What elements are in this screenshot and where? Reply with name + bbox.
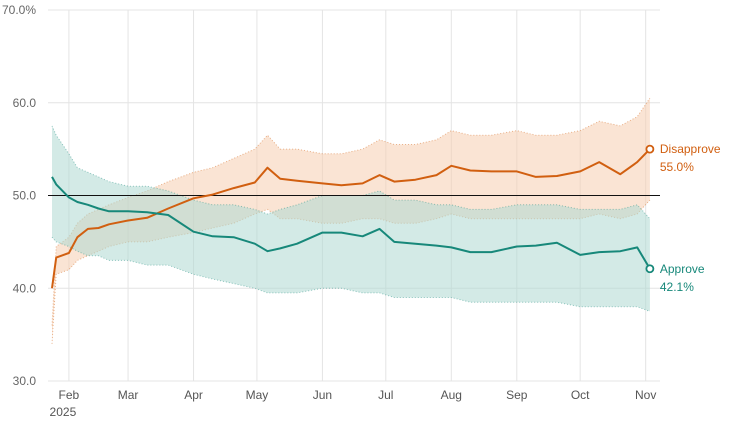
x-tick-label: May	[246, 388, 269, 402]
x-tick-year-label: 2025	[50, 405, 77, 419]
x-tick-label: Oct	[571, 388, 590, 402]
approve-series-label: Approve	[660, 262, 705, 276]
approve-band	[52, 125, 650, 312]
y-tick-label: 70.0%	[2, 3, 36, 17]
x-tick-label: Mar	[118, 388, 139, 402]
disapprove-end-marker	[645, 144, 655, 154]
x-tick-label: Aug	[441, 388, 462, 402]
x-tick-label: Nov	[635, 388, 656, 402]
x-tick-label: Jun	[313, 388, 332, 402]
disapprove-line	[51, 148, 651, 289]
disapprove-series-label: Disapprove	[660, 142, 721, 156]
approve-end-marker	[645, 264, 655, 274]
y-axis-ticks: 70.0% 60.0 50.0 40.0 30.0	[2, 3, 36, 388]
x-tick-label: Feb	[59, 388, 80, 402]
series-end-markers: Disapprove 55.0% Approve 42.1%	[645, 142, 721, 294]
x-tick-label: Apr	[184, 388, 203, 402]
y-tick-label: 50.0	[13, 189, 37, 203]
series-lines	[51, 148, 651, 289]
y-tick-label: 30.0	[13, 374, 37, 388]
x-tick-label: Jul	[378, 388, 393, 402]
x-tick-label: Sep	[506, 388, 528, 402]
y-tick-label: 60.0	[13, 96, 37, 110]
y-tick-label: 40.0	[13, 281, 37, 295]
uncertainty-bands	[51, 97, 651, 344]
approve-line	[51, 176, 651, 270]
disapprove-end-value-label: 55.0%	[660, 160, 694, 174]
x-axis-ticks: Feb 2025 Mar Apr May Jun Jul Aug Sep Oct Nov	[50, 388, 657, 419]
approve-end-value-label: 42.1%	[660, 280, 694, 294]
